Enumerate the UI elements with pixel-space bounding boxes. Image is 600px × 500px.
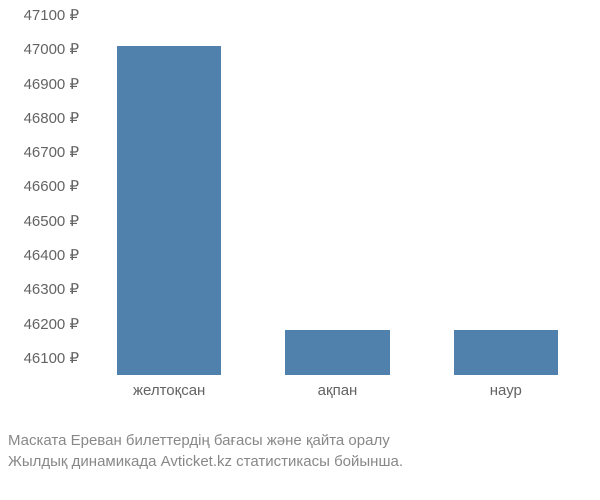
chart-container: 47100 ₽ 47000 ₽ 46900 ₽ 46800 ₽ 46700 ₽ 46600… (0, 0, 600, 500)
y-tick: 46200 ₽ (24, 315, 79, 333)
bar (454, 330, 558, 375)
y-tick: 47000 ₽ (24, 40, 79, 58)
y-tick: 46100 ₽ (24, 349, 79, 367)
caption-line-1: Маската Ереван билеттердің бағасы және қ… (8, 430, 592, 451)
y-tick: 46700 ₽ (24, 143, 79, 161)
y-tick: 46400 ₽ (24, 246, 79, 264)
y-tick: 46600 ₽ (24, 177, 79, 195)
y-tick: 46900 ₽ (24, 75, 79, 93)
y-tick: 46300 ₽ (24, 280, 79, 298)
caption-line-2: Жылдық динамикада Avticket.kz статистика… (8, 451, 592, 472)
x-tick: желтоқсан (133, 382, 205, 399)
chart-caption: Маската Ереван билеттердің бағасы және қ… (8, 430, 592, 472)
bar (285, 330, 389, 375)
x-tick: наур (490, 382, 522, 399)
x-tick: ақпан (318, 382, 358, 399)
y-tick: 46800 ₽ (24, 109, 79, 127)
y-axis: 47100 ₽47000 ₽46900 ₽46800 ₽46700 ₽46600… (0, 15, 85, 375)
y-tick: 46500 ₽ (24, 212, 79, 230)
plot-area (85, 15, 590, 375)
y-tick: 47100 ₽ (24, 6, 79, 24)
x-axis: желтоқсан ақпан наур (85, 380, 590, 410)
bar (117, 46, 221, 375)
